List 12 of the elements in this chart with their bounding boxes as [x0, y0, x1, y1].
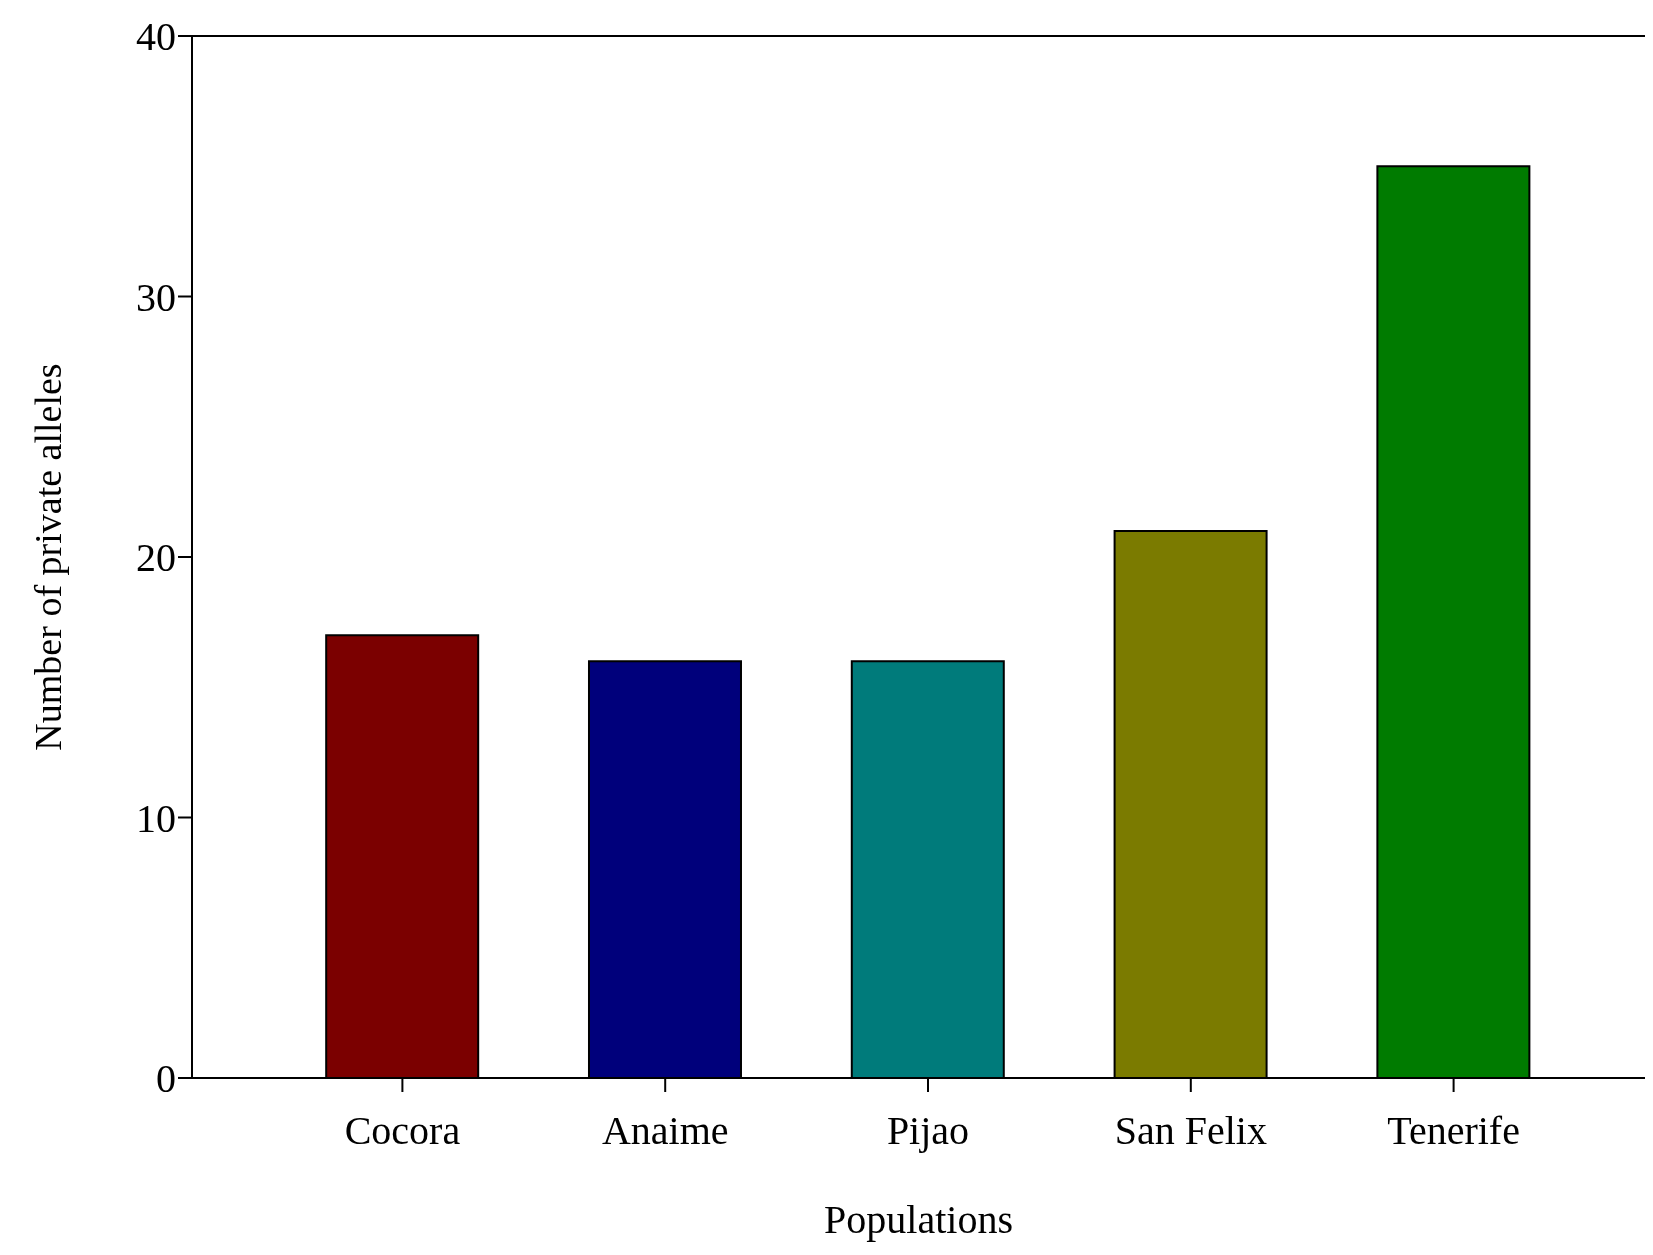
- y-tick-label: 0: [156, 1056, 176, 1102]
- y-tick-label: 20: [136, 535, 176, 581]
- y-tick-label: 10: [136, 795, 176, 841]
- y-tick-label: 40: [136, 14, 176, 60]
- x-tick-label: Cocora: [344, 1108, 461, 1154]
- x-tick-label: Tenerife: [1387, 1108, 1520, 1154]
- x-tick-label: San Felix: [1114, 1108, 1267, 1154]
- x-tick-label: Anaime: [601, 1108, 729, 1154]
- y-tick-label: 30: [136, 274, 176, 320]
- x-axis-title: Populations: [824, 1197, 1013, 1242]
- y-axis-title: Number of private alleles: [27, 363, 70, 751]
- x-tick-label: Pijao: [886, 1108, 970, 1154]
